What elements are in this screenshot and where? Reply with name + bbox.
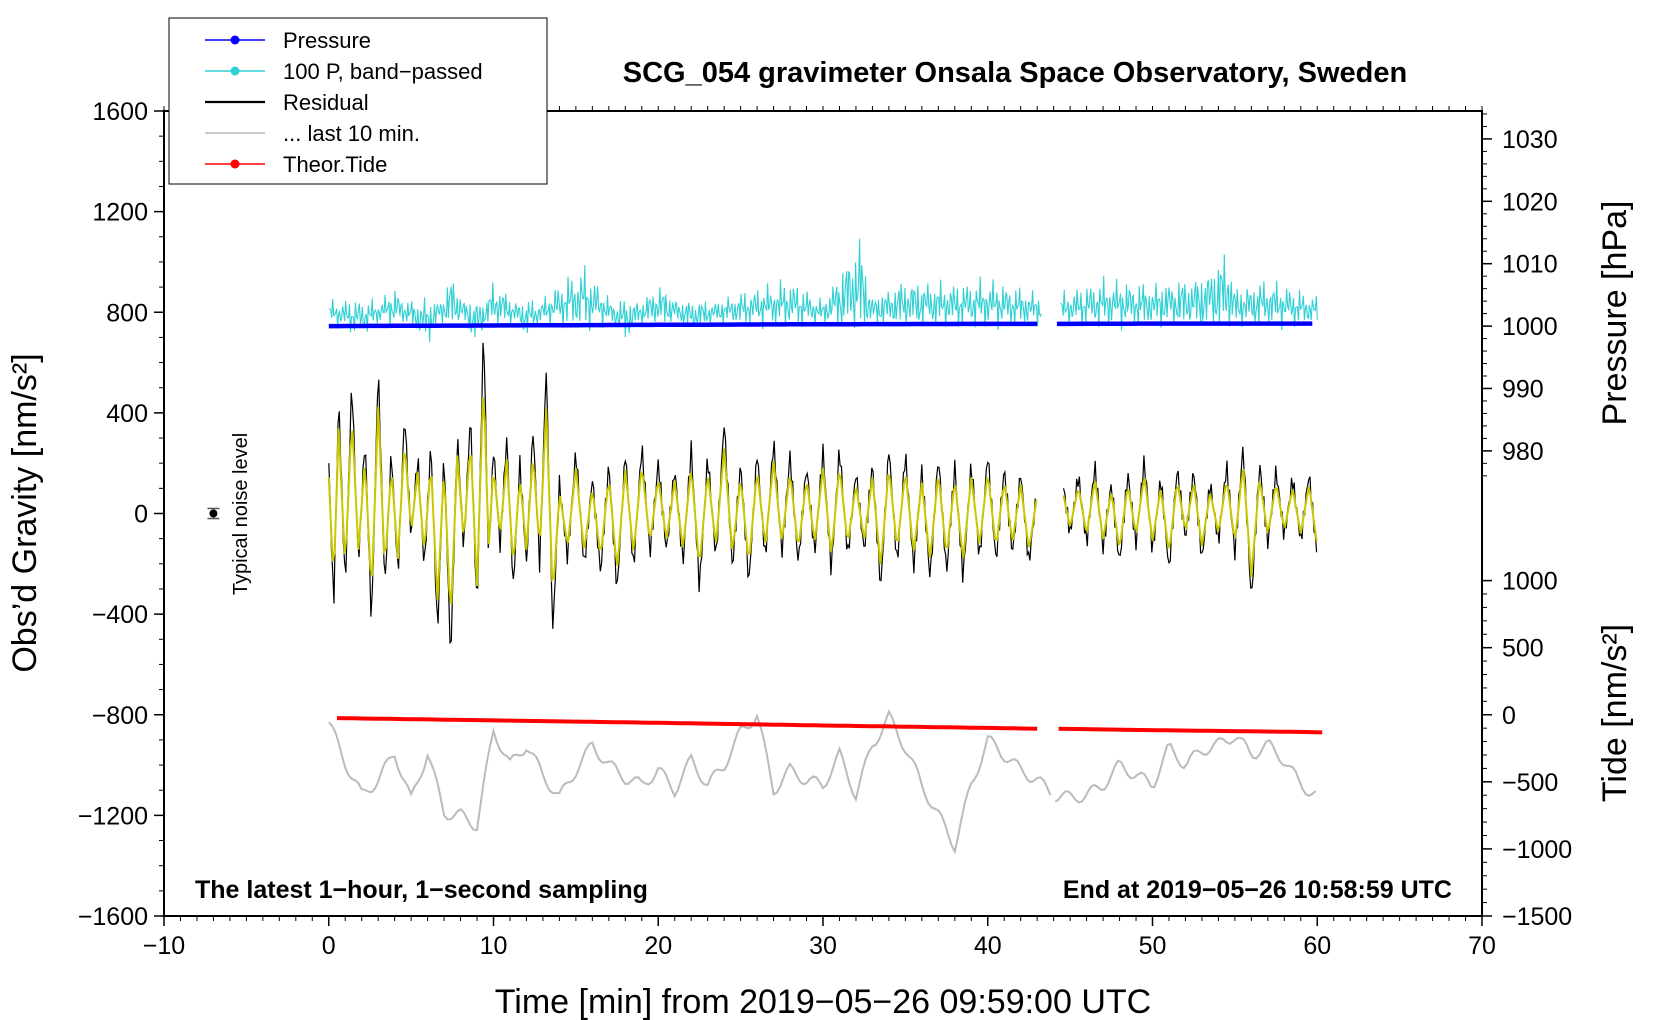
x-tick-label: −10 <box>143 932 185 960</box>
y-tick-label: 400 <box>106 400 148 428</box>
y-tick-label: −1600 <box>78 903 148 931</box>
x-tick-label: 40 <box>974 932 1002 960</box>
annotation-sampling: The latest 1−hour, 1−second sampling <box>195 876 648 904</box>
noise-marker <box>207 507 220 520</box>
y-tick-label: 1600 <box>92 98 148 126</box>
y-axis-label-pressure: Pressure [hPa] <box>1596 201 1634 426</box>
pressure-tick-label: 980 <box>1502 438 1544 466</box>
legend-item: 100 P, band−passed <box>205 59 483 84</box>
tide-tick-label: −1000 <box>1502 836 1572 864</box>
legend-label: 100 P, band−passed <box>283 59 483 84</box>
x-axis-label: Time [min] from 2019−05−26 09:59:00 UTC <box>495 983 1151 1020</box>
legend-label: Theor.Tide <box>283 152 387 177</box>
series-pressure <box>328 321 1038 329</box>
series-layer <box>327 238 1323 855</box>
legend-label: Residual <box>283 90 369 115</box>
noise-dot <box>209 509 218 518</box>
pressure-tick-label: 1020 <box>1502 188 1558 216</box>
y-tick-label: 1200 <box>92 199 148 227</box>
series-band-passed-pressure <box>1060 254 1318 331</box>
x-tick-label: 70 <box>1468 932 1496 960</box>
axes-layer: −10 0 10 20 30 40 50 60 70−1600−1200−800−4000400… <box>78 98 1572 960</box>
y-tick-label: 800 <box>106 299 148 327</box>
tide-tick-label: 500 <box>1502 635 1544 663</box>
pressure-tick-label: 1030 <box>1502 126 1558 154</box>
y-tick-label: −800 <box>92 702 148 730</box>
annotation-end-time: End at 2019−05−26 10:58:59 UTC <box>1063 876 1452 904</box>
tide-tick-label: 0 <box>1502 702 1516 730</box>
x-tick-label: 30 <box>809 932 837 960</box>
noise-label: Typical noise level <box>230 433 252 595</box>
legend-item: Residual <box>205 90 369 115</box>
pressure-tick-label: 990 <box>1502 375 1544 403</box>
x-tick-label: 20 <box>644 932 672 960</box>
legend-item: Theor.Tide <box>205 152 387 177</box>
legend-label: Pressure <box>283 28 371 53</box>
legend: Pressure 100 P, band−passed Residual ... la… <box>168 17 548 185</box>
x-tick-label: 10 <box>480 932 508 960</box>
series-theoretical-tide <box>336 716 1038 731</box>
series-last-10-min <box>1054 736 1317 804</box>
legend-marker <box>230 66 240 76</box>
pressure-tick-label: 1010 <box>1502 251 1558 279</box>
series-residual-smoothed <box>327 396 1038 605</box>
legend-label: ... last 10 min. <box>283 121 420 146</box>
series-theoretical-tide <box>1058 726 1323 735</box>
x-tick-label: 50 <box>1139 932 1167 960</box>
pressure-tick-label: 1000 <box>1502 313 1558 341</box>
legend-item: Pressure <box>205 28 371 53</box>
legend-marker <box>230 159 240 169</box>
y-axis-label-left: Obs’d Gravity [nm/s²] <box>6 353 44 672</box>
x-tick-label: 60 <box>1303 932 1331 960</box>
chart-title: SCG_054 gravimeter Onsala Space Observat… <box>623 57 1407 89</box>
legend-item: ... last 10 min. <box>205 121 420 146</box>
x-tick-label: 0 <box>322 932 336 960</box>
legend-marker <box>230 35 240 45</box>
tide-tick-label: 1000 <box>1502 568 1558 596</box>
y-tick-label: 0 <box>134 501 148 529</box>
series-last-10-min <box>328 709 1052 855</box>
series-band-passed-pressure <box>328 238 1043 343</box>
y-axis-label-tide: Tide [nm/s²] <box>1596 624 1634 802</box>
tide-tick-label: −500 <box>1502 769 1558 797</box>
y-tick-label: −1200 <box>78 802 148 830</box>
tide-tick-label: −1500 <box>1502 903 1572 931</box>
series-residual-smoothed <box>1062 468 1318 577</box>
y-tick-label: −400 <box>92 601 148 629</box>
